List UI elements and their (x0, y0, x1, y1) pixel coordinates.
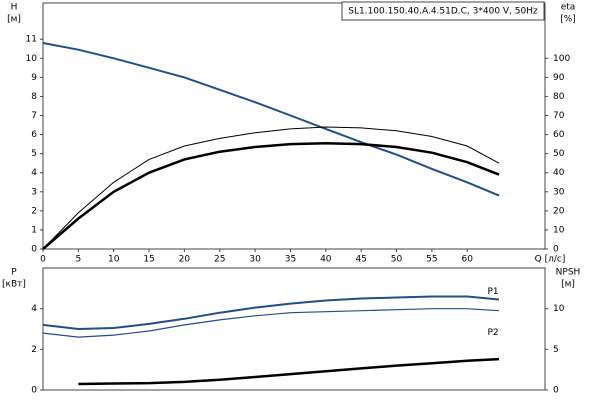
x-tick-label: 35 (285, 255, 296, 265)
y-tick-label: 5 (31, 149, 37, 159)
x-tick-label: 20 (179, 255, 191, 265)
y-tick-label: 4 (31, 168, 37, 178)
series-line (42, 126, 500, 250)
chart-title: SL1.100.150.40.A.4.51D.C, 3*400 V, 50Hz (348, 7, 538, 17)
y-tick-label: 1 (31, 225, 37, 235)
y2-tick-label: 100 (553, 54, 570, 64)
y2-tick-label: 10 (553, 225, 565, 235)
series-label: P1 (487, 287, 498, 297)
y2-axis-label: NPSH (556, 268, 581, 278)
y2-tick-label: 90 (553, 73, 565, 83)
x-tick-label: 25 (214, 255, 225, 265)
x-axis-label: Q [л/с] (535, 255, 566, 265)
y2-tick-label: 60 (553, 130, 565, 140)
x-tick-label: 60 (461, 255, 473, 265)
x-tick-label: 40 (320, 255, 332, 265)
x-tick-label: 30 (249, 255, 261, 265)
y2-tick-label: 5 (553, 345, 559, 355)
y-tick-label: 11 (26, 35, 37, 45)
series-line (42, 42, 500, 197)
y2-tick-label: 40 (553, 168, 565, 178)
y-tick-label: 3 (31, 187, 37, 197)
x-tick-label: 10 (108, 255, 120, 265)
y2-axis-unit: [%] (560, 15, 576, 25)
x-tick-label: 5 (75, 255, 81, 265)
y-tick-label: 0 (31, 245, 37, 255)
series-label: P2 (487, 328, 498, 338)
y2-tick-label: 10 (553, 304, 565, 314)
y2-axis-unit: [м] (561, 280, 575, 290)
series-line (42, 308, 500, 338)
x-tick-label: 50 (391, 255, 403, 265)
y-axis-label: H (11, 3, 18, 13)
y2-tick-label: 0 (553, 245, 559, 255)
x-tick-label: 15 (143, 255, 154, 265)
title-box (341, 1, 545, 21)
series-line (42, 141, 500, 250)
y-tick-label: 6 (31, 130, 37, 140)
series-line (42, 295, 500, 331)
x-tick-label: 45 (355, 255, 366, 265)
y2-tick-label: 50 (553, 149, 565, 159)
series-line (78, 357, 500, 386)
y-tick-label: 10 (26, 54, 38, 64)
y-axis-unit: [м] (7, 15, 21, 25)
plot-frame (42, 267, 546, 391)
y2-tick-label: 70 (553, 111, 565, 121)
y2-tick-label: 80 (553, 92, 565, 102)
y-tick-label: 9 (31, 73, 37, 83)
y2-tick-label: 0 (553, 386, 559, 396)
x-tick-label: 0 (40, 255, 46, 265)
y-tick-label: 2 (31, 345, 37, 355)
y2-tick-label: 20 (553, 206, 565, 216)
y-axis-label: P (11, 268, 17, 278)
y-axis-unit: [кВт] (2, 280, 26, 290)
y2-axis-label: eta (561, 3, 576, 13)
y-tick-label: 7 (31, 111, 37, 121)
y-tick-label: 0 (31, 386, 37, 396)
x-tick-label: 55 (426, 255, 437, 265)
y-tick-label: 2 (31, 206, 37, 216)
y-tick-label: 8 (31, 92, 37, 102)
y-tick-label: 4 (31, 304, 37, 314)
plot-frame (42, 2, 546, 250)
y2-tick-label: 30 (553, 187, 565, 197)
